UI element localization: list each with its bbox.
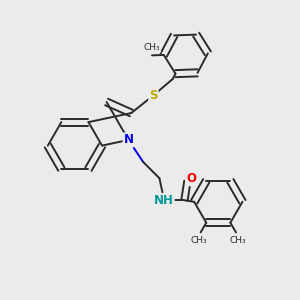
Text: N: N <box>124 134 134 146</box>
Text: CH₃: CH₃ <box>144 44 160 52</box>
Text: O: O <box>186 172 196 185</box>
Text: NH: NH <box>154 194 174 207</box>
Text: CH₃: CH₃ <box>191 236 208 245</box>
Text: S: S <box>149 89 158 102</box>
Text: CH₃: CH₃ <box>229 236 246 245</box>
